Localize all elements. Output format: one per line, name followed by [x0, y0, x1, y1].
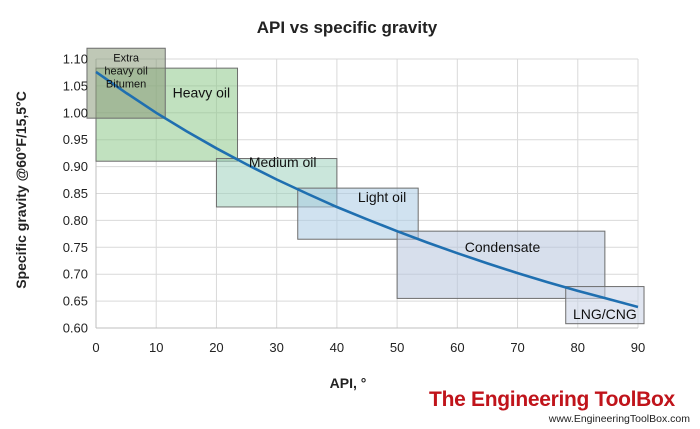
- x-tick-label: 10: [149, 340, 163, 355]
- region-extra: [86, 47, 166, 119]
- region-label-lng: LNG/CNG: [573, 306, 637, 322]
- y-tick-label: 0.95: [63, 132, 88, 147]
- y-tick-label: 0.85: [63, 186, 88, 201]
- x-tick-label: 80: [571, 340, 585, 355]
- x-tick-labels: 0 10 20 30 40 50 60 70 80 90: [92, 340, 645, 355]
- series-line: [95, 70, 639, 309]
- region-label-extra: Bitumen: [106, 79, 146, 91]
- x-axis-title: API, °: [330, 375, 367, 391]
- y-tick-label: 0.80: [63, 213, 88, 228]
- x-tick-label: 60: [450, 340, 464, 355]
- logo-text: The Engineering ToolBox: [429, 388, 676, 411]
- region-label-heavy: Heavy oil: [173, 85, 231, 101]
- y-tick-labels: 0.60 0.65 0.70 0.75 0.80 0.85 0.90 0.95 1.00 1.05…: [63, 52, 88, 336]
- x-tick-label: 40: [330, 340, 344, 355]
- y-tick-label: 0.75: [63, 240, 88, 255]
- chart-title: API vs specific gravity: [257, 18, 438, 37]
- y-tick-label: 0.90: [63, 159, 88, 174]
- y-tick-label: 0.60: [63, 321, 88, 336]
- region-label-extra: heavy oil: [104, 66, 147, 78]
- regions: [86, 47, 645, 325]
- x-tick-label: 50: [390, 340, 404, 355]
- y-tick-label: 1.05: [63, 78, 88, 93]
- x-tick-label: 90: [631, 340, 645, 355]
- region-label-medium: Medium oil: [249, 154, 317, 170]
- y-tick-label: 1.10: [63, 52, 88, 67]
- x-tick-label: 70: [510, 340, 524, 355]
- x-tick-label: 0: [92, 340, 99, 355]
- region-label-extra: Extra: [113, 53, 140, 65]
- y-tick-label: 0.70: [63, 267, 88, 282]
- region-label-condensate: Condensate: [465, 239, 541, 255]
- y-axis-title: Specific gravity @60°F/15,5°C: [13, 91, 29, 289]
- y-tick-label: 0.65: [63, 294, 88, 309]
- logo-url: www.EngineeringToolBox.com: [548, 413, 690, 425]
- y-tick-label: 1.00: [63, 105, 88, 120]
- region-label-light: Light oil: [358, 189, 406, 205]
- x-tick-label: 20: [209, 340, 223, 355]
- x-tick-label: 30: [269, 340, 283, 355]
